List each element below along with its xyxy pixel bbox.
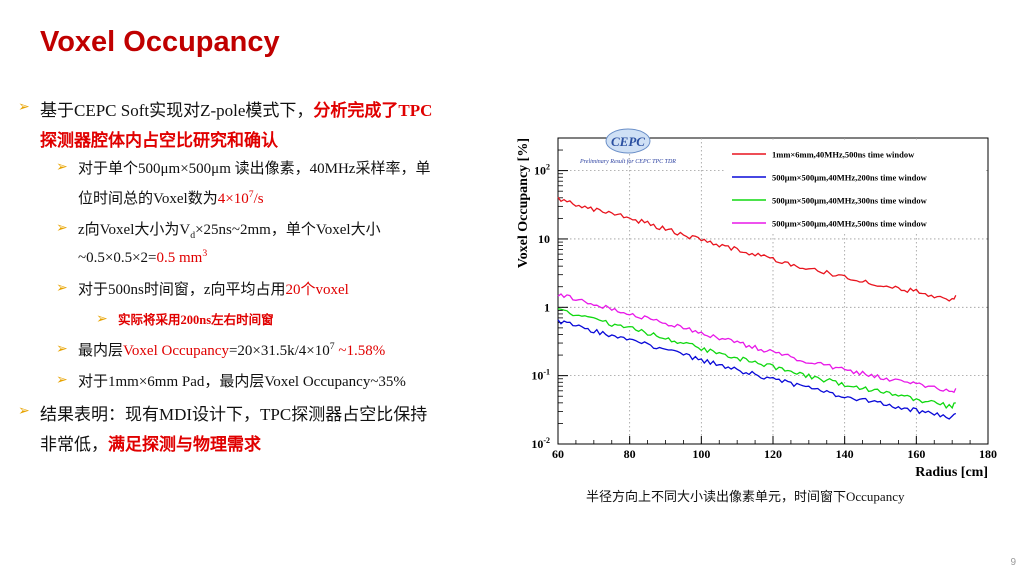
bullet-segment: 对于单个500μm×500μm 读出像素，40MHz采样率，单: [78, 160, 431, 177]
bullet-segment: ×25ns~2mm，单个Voxel大小: [195, 221, 381, 238]
y-tick-base: 1: [544, 300, 550, 314]
bullet-segment: 满足探测与物理需求: [108, 435, 261, 455]
bullet-segment: 3: [202, 248, 208, 259]
bullet-text: 对于1mm×6mm Pad，最内层Voxel Occupancy~35%: [78, 370, 406, 391]
bullet-segment: 4×10: [217, 191, 249, 208]
y-tick-label: 10: [538, 232, 550, 246]
bullet-segment: 非常低，: [40, 435, 108, 455]
bullet-text: 实际将采用200ns左右时间窗: [118, 309, 274, 328]
bullet-segment: 分析完成了TPC: [313, 101, 433, 120]
bullet-text: 探测器腔体内占空比研究和确认: [40, 126, 278, 151]
bullet-segment: 实际将采用200ns左右时间窗: [118, 312, 274, 327]
bullet-text: 最内层Voxel Occupancy=20×31.5k/4×107 ~1.58%: [78, 339, 385, 360]
figure-caption: 半径方向上不同大小读出像素单元，时间窗下Occupancy: [586, 489, 905, 504]
bullet-segment: Voxel Occupancy: [123, 343, 229, 360]
legend-label: 1mm×6mm,40MHz,500ns time window: [772, 150, 915, 160]
bullet-arrow-icon: ➢: [56, 159, 68, 175]
bullet-segment: /s: [253, 191, 264, 208]
bullet-text: 对于单个500μm×500μm 读出像素，40MHz采样率，单: [78, 157, 430, 178]
bullet-text: 对于500ns时间窗，z向平均占用20个voxel: [78, 278, 349, 299]
y-tick-base: 10: [534, 164, 546, 178]
bullet-text: 非常低，满足探测与物理需求: [40, 430, 261, 455]
bullet-text: 位时间总的Voxel数为4×107/s: [78, 187, 264, 208]
bullet-text: ~0.5×0.5×2=0.5 mm3: [78, 248, 207, 267]
series-line: [557, 319, 957, 420]
bullet-arrow-icon: ➢: [56, 342, 68, 358]
bullet-text: 结果表明：现有MDI设计下，TPC探测器占空比保持: [40, 400, 427, 425]
page-number: 9: [1010, 557, 1016, 568]
bullet-segment: 7: [329, 341, 335, 353]
bullet-arrow-icon: ➢: [56, 281, 68, 297]
x-tick-label: 140: [836, 447, 854, 461]
cepc-logo-text: CEPC: [611, 134, 645, 149]
x-tick-label: 160: [907, 447, 925, 461]
x-tick-label: 120: [764, 447, 782, 461]
series-line: [557, 293, 957, 394]
y-tick-label: 1: [544, 300, 550, 314]
bullet-segment: =20×31.5k/4×10: [228, 343, 330, 360]
y-tick-label: 102: [534, 163, 550, 178]
preliminary-label: Preliminary Result for CEPC TPC TDR: [579, 158, 676, 165]
chart-svg: 60 80 100 120 140 160 18010-210-1110102Radius …: [516, 128, 997, 480]
y-tick-base: 10: [531, 437, 543, 451]
y-axis-title: Voxel Occupancy [%]: [516, 138, 531, 268]
bullet-segment: 0.5 mm: [156, 250, 203, 266]
bullet-segment: 基于CEPC Soft实现对Z-pole模式下，: [40, 101, 314, 120]
bullet-segment: 对于1mm×6mm Pad，最内层Voxel Occupancy~35%: [78, 373, 406, 390]
bullet-arrow-icon: ➢: [56, 220, 68, 236]
y-tick-label: 10-2: [531, 436, 550, 451]
y-tick-label: 10-1: [531, 368, 550, 383]
occupancy-chart: 60 80 100 120 140 160 180 10-2 10-1 1 10 102 Radius …: [510, 128, 1000, 480]
bullet-segment: 20个voxel: [285, 282, 349, 299]
bullet-segment: 最内层: [78, 343, 124, 360]
bullet-segment: ~1.58%: [334, 343, 386, 360]
bullet-segment: ~0.5×0.5×2=: [78, 250, 157, 266]
legend-label: 500μm×500μm,40MHz,200ns time window: [772, 173, 928, 183]
series-line: [557, 308, 956, 410]
bullet-arrow-icon: ➢: [18, 100, 30, 115]
x-tick-label: 100: [692, 447, 710, 461]
bullet-segment: 结果表明：现有MDI设计下，TPC探测器占空比保持: [40, 405, 428, 424]
legend-label: 500μm×500μm,40MHz,300ns time window: [772, 196, 928, 206]
bullet-segment: 7: [248, 189, 254, 201]
page-title: Voxel Occupancy: [40, 26, 280, 58]
y-tick-exponent: -2: [543, 436, 550, 445]
bullet-segment: z向Voxel大小为V: [78, 221, 191, 238]
bullet-segment: 探测器腔体内占空比研究和确认: [40, 131, 278, 151]
cepc-logo-icon: [605, 128, 651, 154]
bullet-segment: d: [190, 229, 196, 241]
y-tick-exponent: -1: [543, 368, 550, 377]
bullet-segment: 对于500ns时间窗，z向平均占用: [78, 282, 286, 299]
bullet-segment: 位时间总的Voxel数为: [78, 191, 218, 208]
y-tick-base: 10: [538, 232, 550, 246]
x-tick-label: 80: [624, 447, 636, 461]
legend-box: [726, 140, 984, 234]
legend-label: 500μm×500μm,40MHz,500ns time window: [772, 219, 928, 229]
x-tick-label: 60: [552, 447, 564, 461]
y-tick-base: 10: [531, 369, 543, 383]
bullet-text: z向Voxel大小为Vd×25ns~2mm，单个Voxel大小: [78, 218, 381, 241]
x-axis-title: Radius [cm]: [915, 465, 988, 478]
y-tick-exponent: 2: [546, 163, 550, 172]
x-tick-label: 180: [979, 447, 997, 461]
bullet-arrow-icon: ➢: [96, 311, 108, 327]
bullet-text: 基于CEPC Soft实现对Z-pole模式下，分析完成了TPC: [40, 96, 432, 121]
bullet-arrow-icon: ➢: [56, 372, 68, 388]
series-line: [557, 197, 957, 302]
bullet-arrow-icon: ➢: [18, 404, 30, 419]
